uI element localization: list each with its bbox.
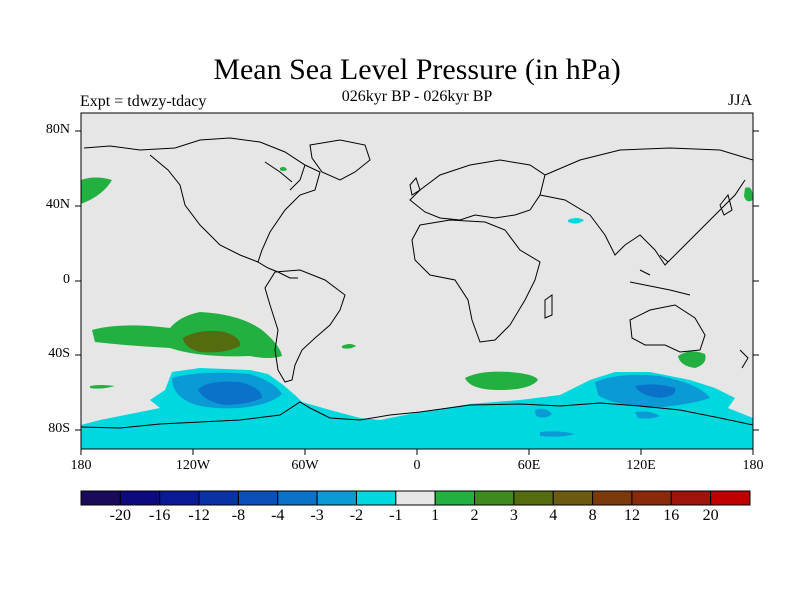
experiment-label: Expt = tdwzy-tdacy — [80, 93, 207, 110]
colorbar-label: -2 — [349, 507, 364, 524]
coastline-new-zealand — [739, 349, 749, 369]
coastline-antarctica — [81, 401, 753, 429]
contour-green-japan — [744, 187, 753, 202]
colorbar-swatch — [474, 490, 515, 506]
colorbar-label: 12 — [623, 507, 640, 524]
colorbar-label: -4 — [271, 507, 285, 524]
lat-ticks — [75, 130, 759, 431]
coastline-south-america — [264, 269, 346, 383]
lon-label-0: 0 — [413, 458, 421, 473]
coastline-madagascar — [544, 294, 553, 319]
colorbar-swatch — [355, 490, 397, 506]
lon-label-60e: 60E — [517, 458, 541, 473]
colorbar-swatch — [513, 490, 554, 506]
coastline-japan — [719, 193, 733, 216]
colorbar-label: 4 — [549, 507, 558, 524]
colorbar-swatch — [434, 490, 476, 506]
lat-label-40n: 40N — [45, 197, 70, 212]
coastline-north-america — [83, 137, 321, 279]
colorbar-label: 8 — [588, 507, 597, 524]
colorbar-swatch — [592, 490, 633, 506]
period-label: 026kyr BP - 026kyr BP — [341, 88, 493, 105]
lon-label-60w: 60W — [291, 458, 319, 473]
colorbar-label: -16 — [149, 507, 171, 524]
coastline-australia — [629, 304, 706, 353]
contour-green-south-atlantic — [465, 371, 538, 390]
coastline-africa — [411, 219, 541, 343]
contour-mid-blue-south-indian — [635, 384, 676, 398]
coastline-uk — [409, 177, 421, 196]
contour-cyan-arabian — [568, 218, 584, 224]
contour-dark-green-south-pacific — [183, 330, 241, 353]
colorbar-swatch — [710, 490, 751, 506]
coastline-indonesia — [629, 254, 691, 296]
contour-cyan-west-bit — [81, 428, 95, 440]
contour-mid-blue-south-pacific — [198, 381, 262, 405]
colorbar-label: 1 — [431, 507, 440, 524]
colorbar-label: 3 — [509, 507, 518, 524]
lat-label-0: 0 — [63, 272, 70, 287]
contour-green-mid-pacific — [90, 385, 115, 389]
lon-label-180e: 180 — [742, 458, 764, 473]
colorbar-swatch — [395, 490, 436, 506]
colorbar-swatch — [316, 490, 357, 506]
coastline-asia — [539, 147, 753, 266]
map-panel — [81, 113, 753, 449]
colorbar-swatch — [80, 490, 121, 506]
contour-green-north-pacific — [81, 177, 112, 204]
colorbar-label: 2 — [470, 507, 479, 524]
colorbar-label: 16 — [663, 507, 680, 524]
season-label: JJA — [727, 92, 752, 109]
colorbar-swatch — [159, 490, 200, 506]
contour-green-australia — [678, 351, 706, 368]
lon-label-120e: 120E — [626, 458, 656, 473]
map-title: Mean Sea Level Pressure (in hPa) — [213, 53, 621, 86]
contour-light-blue-antarctic-3 — [635, 411, 660, 419]
colorbar-label: -1 — [389, 507, 403, 524]
colorbar — [80, 490, 751, 506]
colorbar-swatch — [277, 490, 318, 506]
contour-green-argentina — [342, 344, 356, 349]
colorbar-label: 20 — [702, 507, 719, 524]
colorbar-swatch — [552, 490, 594, 506]
contour-green-hudson — [280, 166, 287, 171]
coastline-europe — [409, 159, 546, 221]
contour-light-blue-antarctic-1 — [535, 408, 552, 418]
lon-label-120w: 120W — [175, 458, 211, 473]
lat-label-80n: 80N — [45, 122, 70, 137]
lon-ticks — [80, 449, 754, 455]
contour-light-blue-antarctic-2 — [540, 431, 575, 437]
colorbar-swatch — [237, 490, 279, 506]
colorbar-swatch — [631, 490, 672, 506]
lat-label-40s: 40S — [48, 346, 70, 361]
colorbar-swatch — [670, 490, 712, 506]
colorbar-label: -12 — [188, 507, 210, 524]
colorbar-label: -20 — [109, 507, 131, 524]
lat-label-80s: 80S — [48, 421, 70, 436]
colorbar-swatch — [119, 490, 161, 506]
colorbar-label: -3 — [310, 507, 324, 524]
coastline-greenland — [309, 139, 371, 181]
coastlines — [81, 137, 753, 429]
colorbar-swatch — [198, 490, 239, 506]
colorbar-label: -8 — [231, 507, 246, 524]
lon-label-180w: 180 — [70, 458, 92, 473]
